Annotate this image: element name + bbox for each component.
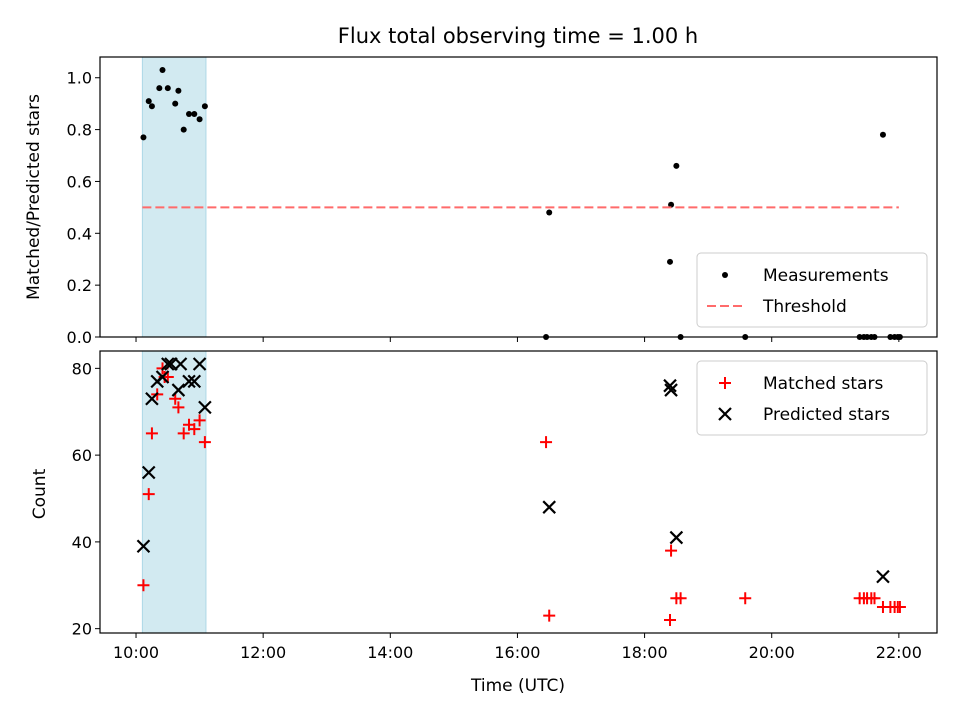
matched-star-point	[193, 414, 206, 427]
measurement-point	[673, 162, 680, 169]
legend-label: Predicted stars	[763, 405, 890, 425]
matched-star-point	[172, 401, 185, 414]
measurement-point	[201, 103, 208, 110]
measurement-point	[185, 111, 192, 118]
bottom-legend: Matched stars Predicted stars	[696, 360, 928, 436]
bottom-y-tick-label: 60	[72, 446, 92, 465]
matched-star-point	[893, 600, 906, 613]
x-tick-label: 10:00	[113, 643, 159, 662]
x-tick-label: 16:00	[494, 643, 540, 662]
top-plot-frame	[99, 56, 938, 338]
predicted-star-point	[187, 374, 202, 389]
predicted-star-point	[136, 539, 151, 554]
matched-star-point	[188, 423, 201, 436]
bottom-plot: 20 40 60 80 10:00 12:00 14:00 16:00 18:00 20:00 22…	[72, 350, 938, 662]
matched-star-point	[739, 592, 752, 605]
bottom-legend-box	[696, 360, 928, 436]
bottom-y-tick-label: 80	[72, 359, 92, 378]
predicted-star-point	[669, 530, 684, 545]
legend-matched-swatch	[719, 377, 731, 389]
top-plot: 0.0 0.2 0.4 0.6 0.8 1.0 Measurements Threshold	[67, 56, 938, 347]
top-y-tick-label: 0.4	[67, 224, 92, 243]
x-tick-label: 18:00	[622, 643, 668, 662]
measurement-point	[164, 85, 171, 92]
matched-star-point	[198, 436, 211, 449]
measurement-point	[148, 103, 155, 110]
measurement-point	[546, 209, 553, 216]
bottom-plot-frame	[99, 350, 938, 634]
top-observing-span	[141, 56, 207, 338]
x-axis-label: Time (UTC)	[470, 676, 565, 696]
predicted-star-point	[198, 400, 212, 415]
predicted-star-point	[173, 357, 188, 371]
predicted-star-point	[664, 383, 678, 397]
legend-label: Threshold	[762, 297, 847, 317]
matched-star-point	[145, 427, 158, 440]
measurement-point	[180, 126, 187, 133]
chart-title: Flux total observing time = 1.00 h	[338, 24, 698, 48]
top-y-tick-label: 0.0	[67, 328, 92, 347]
predicted-star-point	[542, 500, 557, 514]
matched-star-point	[540, 436, 553, 449]
legend-measurement-swatch	[722, 272, 728, 278]
matched-star-point	[543, 609, 556, 622]
x-tick-label: 12:00	[240, 643, 286, 662]
measurement-point	[175, 87, 182, 94]
predicted-star-point	[663, 378, 677, 393]
measurement-point	[191, 111, 198, 118]
measurement-point	[140, 134, 147, 141]
top-y-tick-label: 0.8	[67, 121, 92, 140]
measurement-point	[145, 98, 152, 105]
matched-star-point	[664, 613, 677, 626]
x-tick-label: 22:00	[876, 643, 922, 662]
matched-star-point	[177, 427, 190, 440]
measurement-point	[668, 201, 675, 208]
matched-star-point	[868, 592, 881, 605]
measurement-point	[196, 116, 203, 123]
legend-label: Measurements	[763, 266, 889, 286]
matched-star-point	[137, 579, 150, 592]
legend-predicted-swatch	[718, 407, 732, 421]
matched-star-point	[665, 544, 678, 557]
legend-label: Matched stars	[763, 374, 883, 394]
top-legend-box	[696, 252, 928, 328]
top-legend: Measurements Threshold	[696, 252, 928, 328]
predicted-star-point	[182, 374, 196, 389]
bottom-y-axis-label: Count	[30, 468, 50, 519]
predicted-star-point	[876, 569, 890, 584]
measurement-point	[667, 258, 674, 265]
measurement-point	[159, 66, 166, 73]
predicted-star-point	[141, 465, 156, 480]
measurement-point	[156, 85, 163, 92]
measurement-point	[879, 131, 886, 138]
top-y-tick-label: 0.2	[67, 276, 92, 295]
top-y-tick-label: 1.0	[67, 69, 92, 88]
predicted-star-point	[171, 383, 186, 397]
x-tick-label: 14:00	[367, 643, 413, 662]
bottom-y-tick-label: 40	[72, 533, 92, 552]
predicted-star-point	[161, 357, 175, 371]
bottom-y-tick-label: 20	[72, 620, 92, 639]
predicted-star-point	[155, 370, 170, 384]
matched-star-point	[142, 488, 155, 501]
top-y-axis-label: Matched/Predicted stars	[24, 94, 44, 300]
predicted-star-point	[192, 357, 207, 371]
matched-star-point	[674, 592, 687, 605]
x-tick-label: 20:00	[749, 643, 795, 662]
measurement-point	[172, 100, 179, 107]
top-y-tick-label: 0.6	[67, 172, 92, 191]
predicted-star-point	[145, 391, 159, 406]
